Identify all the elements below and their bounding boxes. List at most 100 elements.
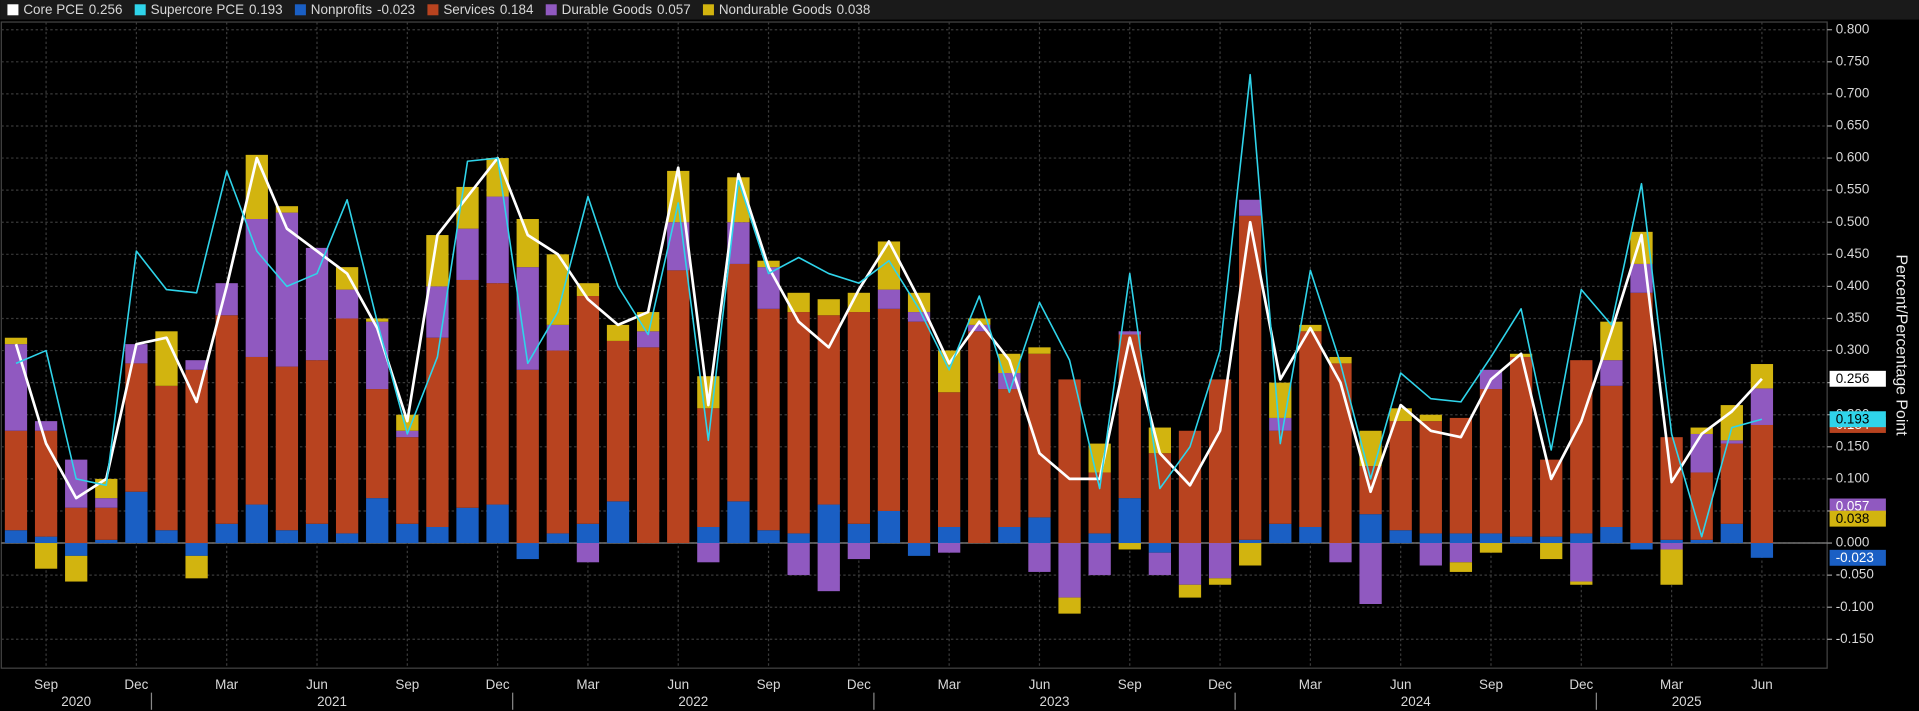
bar-segment [1720, 443, 1743, 524]
x-tick-label: Dec [1569, 677, 1593, 692]
y-tick-label: 0.450 [1836, 246, 1870, 261]
bar-segment [426, 337, 449, 528]
bar-segment [1419, 421, 1442, 534]
y-tick-label: 0.300 [1836, 342, 1870, 357]
bar-segment [516, 543, 539, 560]
bar-segment [4, 344, 28, 431]
line-series [14, 156, 1763, 500]
bar-segment [1028, 543, 1051, 572]
bar-segment [1419, 414, 1442, 422]
bar-segment [998, 389, 1021, 528]
bar-segment [1178, 584, 1202, 598]
value-tag [1829, 510, 1886, 527]
y-tick-label: 0.100 [1836, 470, 1870, 485]
value-tag-label: 0.057 [1836, 499, 1870, 514]
y-tick-label: 0.150 [1836, 438, 1870, 453]
bar-segment [1419, 543, 1442, 566]
bar-segment [335, 533, 359, 544]
y-tick-label: 0.750 [1836, 53, 1870, 68]
legend-value: 0.038 [837, 2, 871, 17]
bar-segment [1299, 527, 1322, 544]
bar-segment [1750, 364, 1774, 389]
x-tick-label: Jun [306, 677, 328, 692]
bar-segment [1178, 543, 1202, 585]
bar-segment [1540, 543, 1563, 560]
bar-segment [516, 267, 539, 370]
bar-segment [65, 543, 88, 556]
x-tick-label: Mar [1660, 677, 1684, 692]
x-tick-label: Jun [1390, 677, 1412, 692]
bar-segment [1660, 543, 1683, 550]
year-label: 2020 [61, 694, 91, 709]
bar-segment [817, 543, 840, 592]
bar-segment [847, 523, 870, 544]
bar-segment [305, 247, 329, 361]
bar-segment [335, 318, 359, 534]
bar-segment [125, 344, 148, 364]
bar-segment [606, 324, 630, 341]
x-tick-label: Dec [847, 677, 871, 692]
x-tick-label: Dec [486, 677, 510, 692]
bar-segment [275, 212, 299, 367]
bar-segment [1088, 472, 1111, 534]
bar-segment [1118, 498, 1141, 544]
bar-segment [185, 360, 208, 370]
bar-segment [576, 543, 600, 563]
bar-segment [907, 321, 931, 544]
legend-label: Supercore PCE [151, 2, 244, 17]
y-tick-label: 0.700 [1836, 85, 1870, 100]
bar-segment [1720, 405, 1743, 441]
bar-segment [1028, 347, 1051, 354]
bar-segment [907, 543, 931, 556]
bar-segment [1570, 581, 1593, 585]
legend-value: 0.184 [500, 2, 534, 17]
bar-segment [1630, 543, 1653, 550]
bar-segment [877, 289, 901, 309]
bar-segment [576, 296, 600, 524]
bar-segment [486, 504, 509, 544]
year-label: 2025 [1672, 694, 1702, 709]
bar-segment [606, 340, 630, 502]
bar-segment [877, 241, 901, 290]
bar-segment [125, 363, 148, 492]
bar-segment [1269, 417, 1292, 431]
bar-segment [667, 270, 690, 544]
bar-segment [938, 527, 961, 544]
bar-segment [1208, 543, 1232, 579]
bar-segment [396, 523, 419, 544]
bar-segment [697, 408, 720, 528]
x-tick-label: Jun [1751, 677, 1773, 692]
y-tick-label: 0.600 [1836, 150, 1870, 165]
bar-segment [727, 263, 750, 502]
year-label: 2022 [678, 694, 708, 709]
legend-value: 0.256 [89, 2, 123, 17]
bar-segment [245, 219, 268, 357]
bar-segment [546, 350, 569, 534]
bar-segment [1208, 578, 1232, 585]
bar-segment [1449, 533, 1473, 544]
bar-segment [1178, 430, 1202, 544]
bar-segment [1449, 417, 1473, 534]
year-label: 2024 [1401, 694, 1431, 709]
bar-segment [877, 308, 901, 511]
legend-bar [0, 0, 1919, 20]
bar-segment [426, 527, 449, 544]
legend-swatch [134, 4, 146, 16]
value-tag [1829, 370, 1886, 387]
bar-segment [1720, 440, 1743, 444]
bar-segment [1058, 379, 1081, 544]
legend-value: -0.023 [377, 2, 415, 17]
bar-segment [1570, 533, 1593, 544]
bar-segment [1118, 331, 1141, 335]
bar-segment [1389, 530, 1412, 544]
x-tick-label: Mar [215, 677, 239, 692]
value-tag-label: 0.193 [1836, 411, 1870, 426]
bar-segment [1720, 523, 1743, 544]
bar-segment [697, 543, 720, 563]
bar-segment [938, 392, 961, 528]
bar-segment [155, 385, 178, 531]
bar-segment [1690, 427, 1713, 434]
bar-segment [1299, 331, 1322, 528]
bar-segment [1118, 543, 1141, 550]
